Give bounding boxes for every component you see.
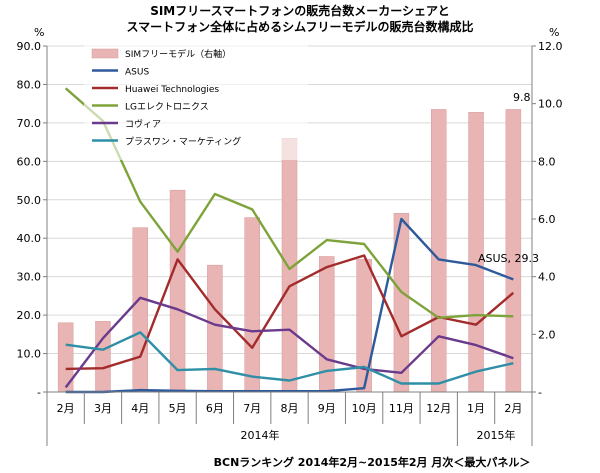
year-label-2015: 2015年	[477, 428, 516, 442]
y-left-tick-label: 80.0	[17, 78, 42, 91]
y-right-ticks: - 2.0 4.0 6.0 8.0 10.0 12.0	[532, 40, 563, 399]
chart-subtitle: スマートフォン全体に占めるシムフリーモデルの販売台数構成比	[127, 19, 474, 34]
series-line-LGエレクトロニクス	[64, 87, 514, 319]
x-tick-label: 12月	[426, 402, 451, 415]
y-left-tick-label: 30.0	[17, 271, 42, 284]
legend-label: LGエレクトロニクス	[125, 102, 209, 113]
bar	[132, 227, 149, 393]
line-series	[64, 87, 515, 394]
y-left-tick-label: 40.0	[17, 232, 42, 245]
bar-last-label: 9.8	[513, 91, 531, 104]
y-right-tick-label: -	[538, 386, 542, 399]
asus-last-label: ASUS, 29.3	[478, 252, 539, 265]
legend-swatch-bar	[91, 48, 119, 59]
chart-footer: BCNランキング 2014年2月~2015年2月 月次＜最大パネル＞	[214, 455, 531, 469]
y-left-tick-label: 20.0	[17, 309, 42, 322]
x-tick-label: 6月	[206, 402, 224, 415]
x-tick-label: 2月	[504, 402, 522, 415]
bar	[430, 109, 447, 393]
legend-label: コヴィア	[125, 118, 161, 130]
legend-label: SIMフリーモデル（右軸）	[125, 48, 231, 60]
x-tick-label: 10月	[352, 402, 377, 415]
x-tick-label: 5月	[169, 402, 187, 415]
x-tick-label: 1月	[467, 402, 485, 415]
year-label-2014: 2014年	[241, 428, 280, 442]
x-tick-label: 3月	[94, 402, 112, 415]
y-left-unit: %	[34, 26, 44, 39]
y-left-ticks: - 10.0 20.0 30.0 40.0 50.0 60.0 70.0 80.0 90.0	[17, 40, 47, 399]
legend-label: プラスワン・マーケティング	[125, 136, 241, 148]
y-right-tick-label: 10.0	[538, 98, 563, 111]
legend: SIMフリーモデル（右軸） ASUS Huawei Technologies LGエレ…	[84, 42, 308, 160]
chart-title: SIMフリースマートフォンの販売台数メーカーシェアと	[150, 3, 450, 18]
x-tick-label: 8月	[281, 402, 299, 415]
series-line-コヴィア	[64, 296, 514, 389]
y-right-tick-label: 4.0	[538, 271, 556, 284]
x-tick-label: 4月	[131, 402, 149, 415]
series-line-プラスワン・マーケティング	[65, 331, 514, 385]
y-right-tick-label: 12.0	[538, 40, 563, 53]
y-right-tick-label: 8.0	[538, 155, 556, 168]
bar	[356, 259, 372, 393]
y-left-tick-label: 60.0	[17, 155, 42, 168]
y-left-tick-label: -	[37, 386, 41, 399]
bar	[169, 189, 186, 393]
x-tick-label: 9月	[318, 402, 336, 415]
y-left-tick-label: 10.0	[17, 348, 42, 361]
x-tick-label: 11月	[389, 402, 414, 415]
y-right-unit: %	[549, 26, 559, 39]
bar	[244, 217, 260, 393]
legend-label: ASUS	[125, 68, 149, 78]
bar-series	[57, 109, 522, 393]
bar	[207, 264, 223, 393]
y-left-tick-label: 90.0	[17, 40, 42, 53]
x-tick-label: 7月	[243, 402, 261, 415]
x-category-axis: 2月 3月 4月 5月 6月 7月 8月 9月 10月 11月 12月 1月 2月	[46, 392, 533, 446]
y-right-tick-label: 6.0	[538, 213, 556, 226]
series-line-ASUS	[65, 217, 514, 394]
y-right-tick-label: 2.0	[538, 328, 556, 341]
x-tick-label: 2月	[57, 402, 75, 415]
y-left-tick-label: 50.0	[17, 194, 42, 207]
y-left-tick-label: 70.0	[17, 117, 42, 130]
legend-label: Huawei Technologies	[125, 85, 219, 95]
bar	[505, 109, 522, 393]
